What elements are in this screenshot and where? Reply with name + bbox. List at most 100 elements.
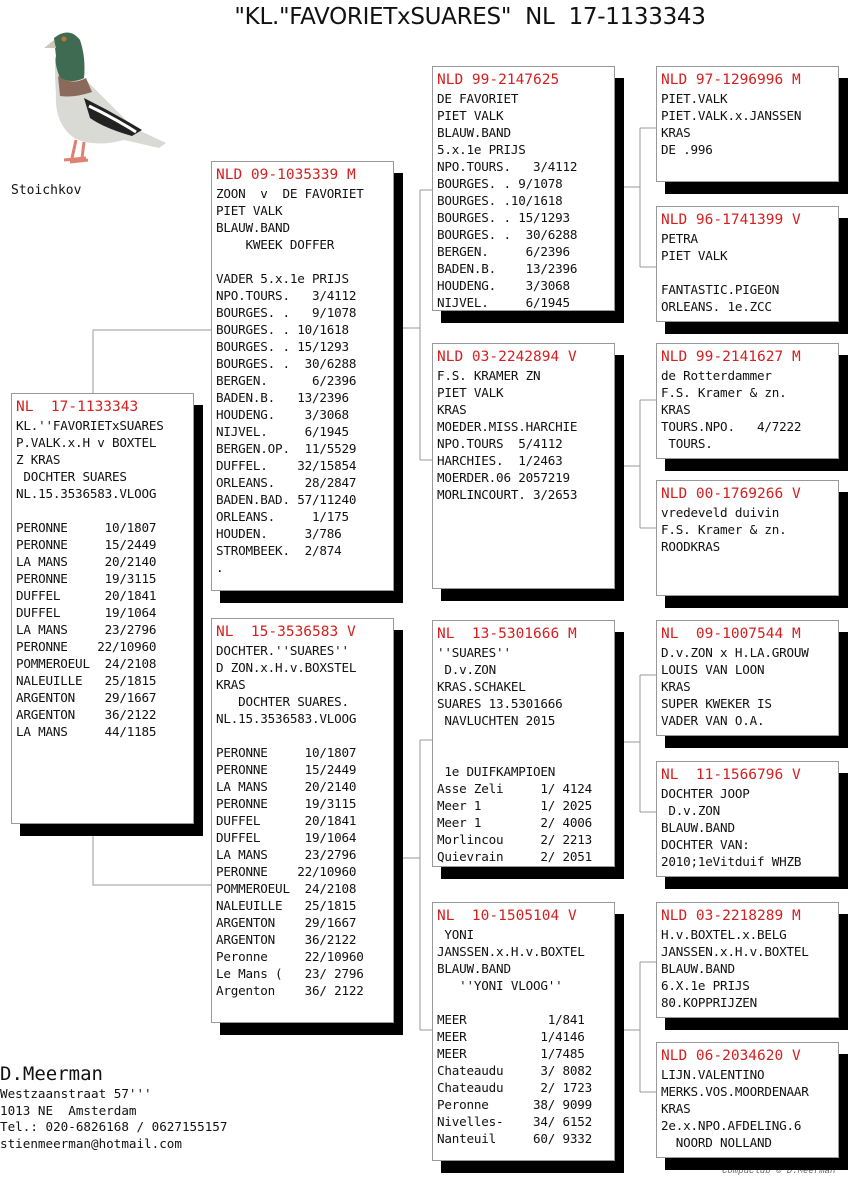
pedigree-line: Chateaudu 3/ 8082 <box>437 1063 593 1078</box>
pedigree-line: BLAUW.BAND <box>437 961 511 976</box>
pedigree-line: PIET.VALK <box>661 91 728 106</box>
pedigree-line: ARGENTON 36/2122 <box>16 707 157 722</box>
pedigree-line: HARCHIES. 1/2463 <box>437 453 563 468</box>
pedigree-line: MEER 1/841 <box>437 1012 585 1027</box>
pigeon-photo-caption: Stoichkov <box>11 183 82 198</box>
pedigree-line: LA MANS 44/1185 <box>16 724 157 739</box>
pigeon-photo-icon <box>44 32 166 164</box>
pedigree-line: NPO.TOURS. 3/4112 <box>437 159 578 174</box>
pedigree-line: Peronne 22/10960 <box>216 949 364 964</box>
pedigree-line: D.v.ZON <box>661 803 721 818</box>
ring-number: NLD 03-2242894 V <box>437 349 577 365</box>
pedigree-line: NPO.TOURS 5/4112 <box>437 436 563 451</box>
pedigree-line: LOUIS VAN LOON <box>661 662 765 677</box>
pedigree-line: BOURGES. . 30/6288 <box>437 227 578 242</box>
pedigree-box-dam: NL 15-3536583 V DOCHTER.''SUARES'' D ZON.x… <box>211 618 394 1023</box>
pedigree-box-subject: NL 17-1133343 KL.''FAVORIETxSUARES P.VALK.… <box>11 393 194 824</box>
pedigree-line: ARGENTON 36/2122 <box>216 932 357 947</box>
pedigree-line: KRAS <box>437 402 467 417</box>
owner-city: 1013 NE Amsterdam <box>0 1102 137 1118</box>
pedigree-line: PIET.VALK.x.JANSSEN <box>661 108 802 123</box>
owner-email: stienmeerman@hotmail.com <box>0 1135 182 1151</box>
pedigree-line: DUFFEL 19/1064 <box>216 830 357 845</box>
pedigree-line: DUFFEL 19/1064 <box>16 605 157 620</box>
pedigree-line: PERONNE 19/3115 <box>16 571 157 586</box>
ring-number: NL 17-1133343 <box>16 399 139 415</box>
pedigree-box-sire-dam: NLD 03-2242894 V F.S. KRAMER ZN PIET VALK K… <box>432 343 615 589</box>
owner-name: D.Meerman <box>0 1063 103 1085</box>
pedigree-box-dam-dam: NL 10-1505104 V YONI JANSSEN.x.H.v.BOXTEL… <box>432 902 615 1161</box>
pedigree-line: VADER VAN O.A. <box>661 713 765 728</box>
pedigree-line: POMMEROEUL 24/2108 <box>16 656 157 671</box>
pedigree-line: D.v.ZON x H.LA.GROUW <box>661 645 809 660</box>
pedigree-line: Argenton 36/ 2122 <box>216 983 364 998</box>
pedigree-line: MEER 1/4146 <box>437 1029 585 1044</box>
pedigree-line: PETRA <box>661 231 698 246</box>
ring-number: NL 13-5301666 M <box>437 626 577 642</box>
pedigree-line: Meer 1 2/ 4006 <box>437 815 593 830</box>
ring-number: NL 09-1007544 M <box>661 626 801 642</box>
pedigree-line: MOERDER.06 2057219 <box>437 470 570 485</box>
pedigree-line: BOURGES. .10/1618 <box>437 193 563 208</box>
pedigree-box-gen4-7: NLD 03-2218289 M H.v.BOXTEL.x.BELG JANSSEN… <box>656 902 839 1018</box>
ring-number: NLD 99-2147625 <box>437 72 560 88</box>
pedigree-line: F.S. Kramer & zn. <box>661 385 787 400</box>
pedigree-box-gen4-3: NLD 99-2141627 M de Rotterdammer F.S. Kram… <box>656 343 839 459</box>
pedigree-line: Peronne 38/ 9099 <box>437 1097 593 1112</box>
pedigree-line: TOURS.NPO. 4/7222 <box>661 419 802 434</box>
pedigree-line: KRAS <box>216 677 246 692</box>
pedigree-line: ARGENTON 29/1667 <box>216 915 357 930</box>
credit-text: Compuclub © D.Meerman <box>722 1166 836 1176</box>
pedigree-line: H.v.BOXTEL.x.BELG <box>661 927 787 942</box>
pedigree-line: DE FAVORIET <box>437 91 519 106</box>
pedigree-line: DOCHTER.''SUARES'' <box>216 643 349 658</box>
pedigree-line: PERONNE 15/2449 <box>216 762 357 777</box>
pedigree-line: PIET VALK <box>437 385 504 400</box>
pedigree-line: DE .996 <box>661 142 713 157</box>
pedigree-line: ''YONI VLOOG'' <box>437 978 563 993</box>
pedigree-line: PERONNE 22/10960 <box>16 639 157 654</box>
pedigree-line: DOCHTER SUARES <box>16 469 127 484</box>
pedigree-line: MEER 1/7485 <box>437 1046 585 1061</box>
pedigree-line: PIET VALK <box>437 108 504 123</box>
pedigree-line: BLAUW.BAND <box>661 961 735 976</box>
pedigree-line: PERONNE 22/10960 <box>216 864 357 879</box>
owner-contact: D.Meerman Westzaanstraat 57''' 1013 NE A… <box>0 1062 227 1152</box>
pedigree-line: Meer 1 1/ 2025 <box>437 798 593 813</box>
pedigree-line: BADEN.BAD. 57/11240 <box>216 492 357 507</box>
pedigree-line: de Rotterdammer <box>661 368 772 383</box>
ring-number: NL 11-1566796 V <box>661 767 801 783</box>
pedigree-line: MORLINCOURT. 3/2653 <box>437 487 578 502</box>
ring-number: NL 15-3536583 V <box>216 624 356 640</box>
pedigree-line: PERONNE 15/2449 <box>16 537 157 552</box>
owner-address: Westzaanstraat 57''' <box>0 1086 152 1101</box>
pedigree-line <box>661 264 838 281</box>
pedigree-line: BERGEN.OP. 11/5529 <box>216 441 357 456</box>
ring-number: NLD 03-2218289 M <box>661 908 801 924</box>
ring-number: NLD 96-1741399 V <box>661 212 801 228</box>
pedigree-box-gen4-6: NL 11-1566796 V DOCHTER JOOP D.v.ZON BLAUW… <box>656 761 839 877</box>
pedigree-line: F.S. Kramer & zn. <box>661 522 787 537</box>
pedigree-line: MERKS.VOS.MOORDENAAR <box>661 1084 809 1099</box>
pedigree-line: PERONNE 19/3115 <box>216 796 357 811</box>
pedigree-line: DUFFEL. 32/15854 <box>216 458 357 473</box>
pedigree-line: PERONNE 10/1807 <box>216 745 357 760</box>
pedigree-line: 6.X.1e PRIJS <box>661 978 750 993</box>
pedigree-line: TOURS. <box>661 436 713 451</box>
pedigree-line: VADER 5.x.1e PRIJS <box>216 271 349 286</box>
pedigree-line: PIET VALK <box>216 203 283 218</box>
pedigree-line: NPO.TOURS. 3/4112 <box>216 288 357 303</box>
pedigree-line: DUFFEL 20/1841 <box>216 813 357 828</box>
pedigree-line: ROODKRAS <box>661 539 721 554</box>
pedigree-line: 1e DUIFKAMPIOEN <box>437 764 556 779</box>
pedigree-line: ZOON v DE FAVORIET <box>216 186 364 201</box>
pedigree-line: JANSSEN.x.H.v.BOXTEL <box>661 944 809 959</box>
pedigree-line: SUARES 13.5301666 <box>437 696 563 711</box>
pedigree-line: LA MANS 23/2796 <box>216 847 357 862</box>
pedigree-line: BOURGES. . 10/1618 <box>216 322 349 337</box>
pedigree-line: Le Mans ( 23/ 2796 <box>216 966 364 981</box>
ring-number: NLD 09-1035339 M <box>216 167 356 183</box>
pedigree-line: NALEUILLE 25/1815 <box>16 673 157 688</box>
pedigree-line: ORLEANS. 1e.ZCC <box>661 299 772 314</box>
pedigree-line: BADEN.B. 13/2396 <box>437 261 578 276</box>
